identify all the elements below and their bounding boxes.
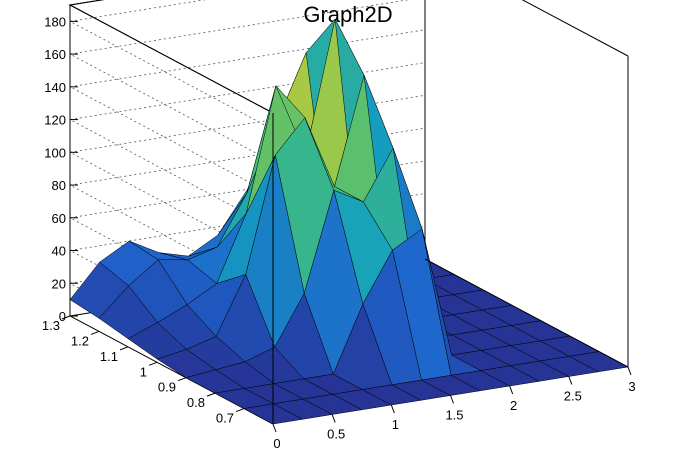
z-tick-label: 120 xyxy=(44,113,66,128)
z-tick-label: 100 xyxy=(44,145,66,160)
x-tick xyxy=(331,414,336,423)
x-tick-label: 1 xyxy=(392,417,399,432)
z-gridline xyxy=(68,0,274,130)
y-tick xyxy=(119,346,129,351)
surface-mesh xyxy=(69,18,629,425)
axis-ticks: 00.511.522.530.70.80.911.11.21.302040608… xyxy=(42,14,636,451)
z-tick-label: 20 xyxy=(52,276,66,291)
front-frame xyxy=(272,56,629,424)
y-tick xyxy=(235,408,245,413)
y-tick-label: 1.2 xyxy=(71,333,89,348)
y-tick-label: 1.3 xyxy=(42,318,60,333)
x-tick-label: 2.5 xyxy=(564,389,582,404)
z-tick-label: 180 xyxy=(44,14,66,29)
back-right-edge xyxy=(424,258,629,368)
z-tick-label: 160 xyxy=(44,47,66,62)
y-tick xyxy=(61,315,71,320)
z-tick-label: 0 xyxy=(59,309,66,324)
x-tick-label: 1.5 xyxy=(445,408,463,423)
z-tick-label: 60 xyxy=(52,211,66,226)
x-tick xyxy=(450,395,454,404)
z-gridline xyxy=(68,29,426,196)
x-tick xyxy=(390,404,395,414)
x-tick xyxy=(272,423,277,433)
y-tick-label: 0.8 xyxy=(187,395,205,410)
y-tick xyxy=(90,330,100,335)
x-tick-label: 0 xyxy=(273,436,280,451)
y-tick-label: 1.1 xyxy=(100,349,118,364)
x-tick-label: 3 xyxy=(628,379,635,394)
z-tick-label: 40 xyxy=(52,244,66,259)
y-tick-label: 1 xyxy=(140,364,147,379)
y-tick-label: 0.7 xyxy=(216,411,234,426)
y-tick-label: 0.9 xyxy=(158,380,176,395)
x-tick xyxy=(509,385,514,395)
x-tick xyxy=(627,366,632,376)
z-gridline xyxy=(68,94,426,261)
back-wall-top-edge xyxy=(68,0,629,114)
z-gridline xyxy=(68,0,410,163)
x-tick-label: 0.5 xyxy=(327,427,345,442)
z-gridline xyxy=(68,62,426,228)
x-tick-label: 2 xyxy=(510,398,517,413)
z-tick-label: 80 xyxy=(52,178,66,193)
y-tick xyxy=(206,392,216,397)
y-tick xyxy=(177,377,187,382)
z-tick-label: 140 xyxy=(44,80,66,95)
x-tick xyxy=(568,376,573,385)
y-tick xyxy=(148,361,158,366)
